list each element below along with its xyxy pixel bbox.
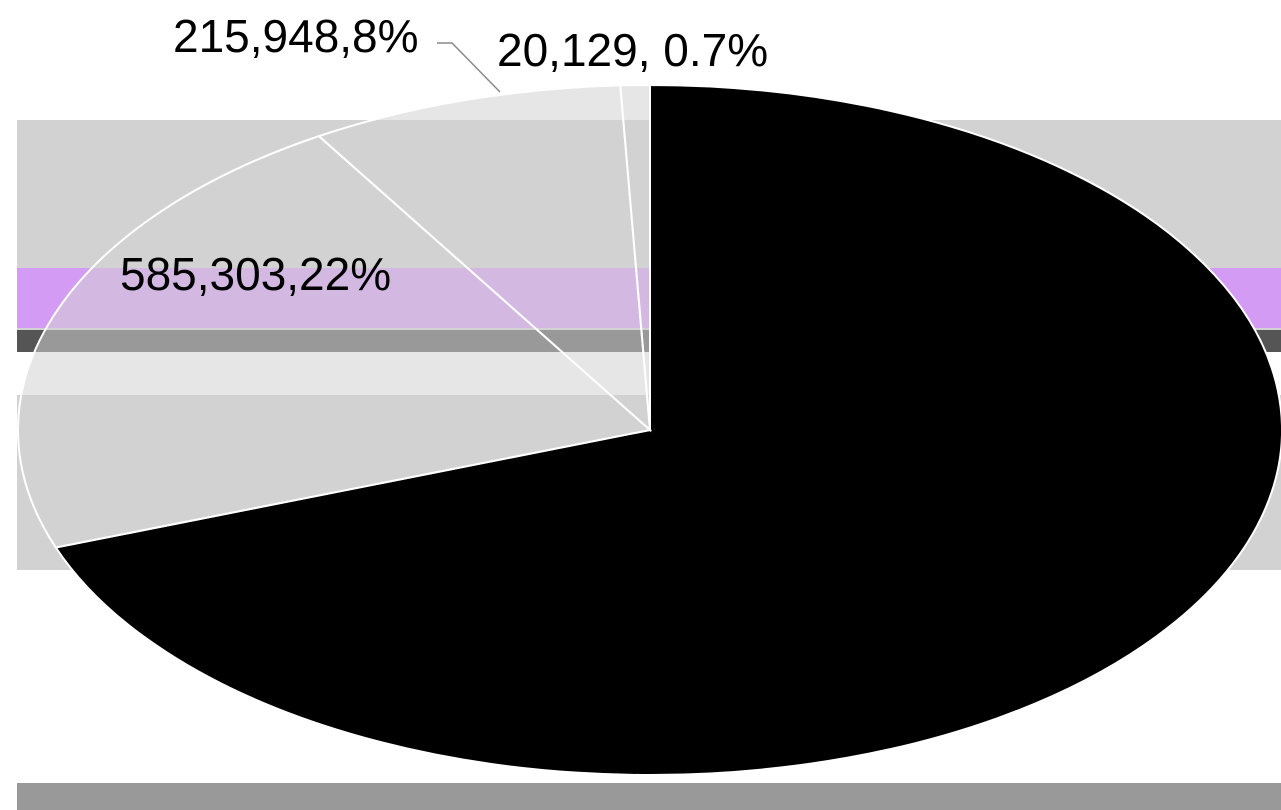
pie-slice-1 <box>17 134 653 549</box>
data-label-slice-0: 1,868,908 , 69% <box>706 463 1041 515</box>
data-label-slice-2: 215,948,8% <box>173 10 419 62</box>
data-label-slice-1: 585,303,22% <box>120 248 391 300</box>
pie-slice-3 <box>619 83 651 431</box>
data-label-slice-3: 20,129, 0.7% <box>497 24 768 76</box>
pie-slice-2 <box>316 84 652 433</box>
pie-slice-0 <box>54 83 1281 776</box>
leader-line-slice-3 <box>437 42 501 93</box>
pie-slices <box>17 83 1281 776</box>
leader-lines <box>437 42 501 93</box>
data-labels: 1,868,908 , 69% 585,303,22% 215,948,8% 2… <box>120 10 1041 515</box>
